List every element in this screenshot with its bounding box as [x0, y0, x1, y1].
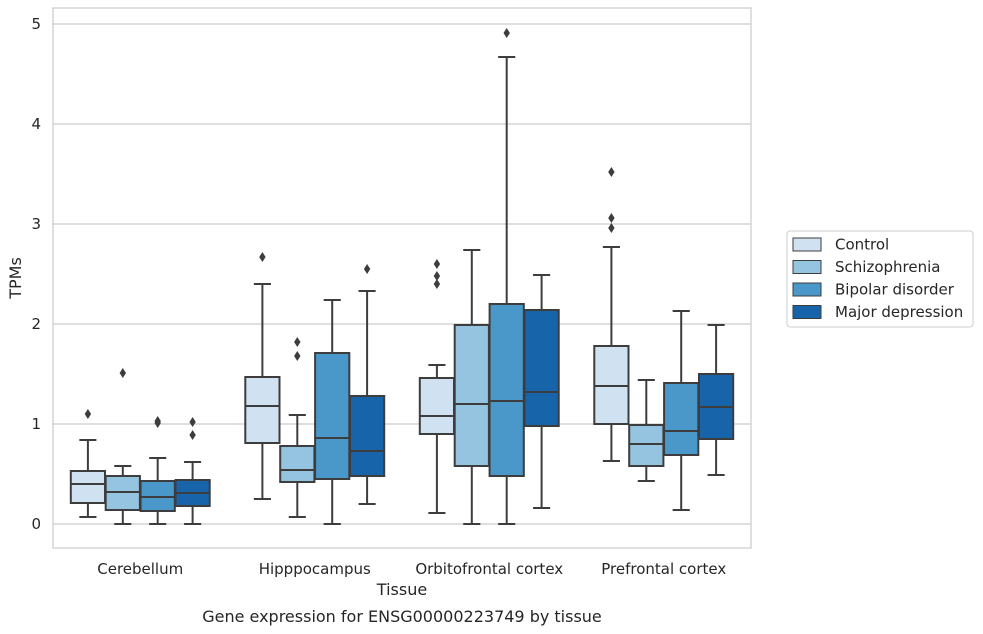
y-tick-label: 2 [31, 315, 41, 333]
box-iqr [523, 309, 560, 427]
x-tick-label: Orbitofrontal cortex [415, 560, 563, 578]
outlier-point [84, 409, 92, 419]
outlier-point [608, 223, 615, 233]
outlier-point [119, 368, 126, 378]
plot-frame [52, 7, 752, 549]
box-major-depression [174, 417, 211, 525]
box-control [244, 252, 281, 500]
box-iqr [453, 324, 490, 467]
box-schizophrenia [104, 368, 141, 525]
legend-swatch [792, 260, 822, 274]
box-major-depression [348, 264, 386, 505]
y-tick-label: 3 [31, 215, 41, 233]
y-tick-label: 1 [31, 415, 41, 433]
y-axis-ticks: 0 1 2 3 4 5 [31, 15, 41, 533]
outlier-point [259, 252, 266, 262]
x-axis-title: Tissue [376, 580, 427, 599]
x-tick-label: Prefrontal cortex [601, 560, 726, 578]
legend-label: Control [835, 236, 889, 254]
legend-label: Schizophrenia [835, 258, 940, 276]
box-major-depression [523, 274, 560, 509]
y-gridlines [53, 23, 751, 525]
y-tick-label: 0 [31, 515, 41, 533]
box-iqr [314, 352, 351, 480]
box-iqr [628, 424, 665, 467]
outlier-point [189, 417, 196, 427]
x-axis-ticks: Cerebellum Hipppocampus Orbitofrontal cort… [97, 560, 726, 578]
outlier-point [503, 28, 510, 38]
y-tick-label: 5 [31, 15, 41, 33]
box-schizophrenia [453, 249, 490, 525]
outlier-point [154, 416, 161, 426]
box-schizophrenia [279, 337, 316, 518]
outlier-point [433, 279, 441, 289]
legend-swatch [792, 237, 822, 252]
box-control [418, 259, 456, 514]
box-bipolar-disorder [139, 416, 176, 525]
x-tick-label: Hipppocampus [259, 560, 371, 578]
plot-area [69, 28, 735, 525]
outlier-point [608, 167, 615, 177]
box-iqr [348, 395, 386, 477]
box-iqr [418, 377, 456, 435]
legend: Control Schizophrenia Bipolar disorder Majo… [786, 230, 974, 328]
outlier-point [433, 259, 441, 269]
box-control [593, 167, 630, 462]
legend-swatch [792, 305, 822, 319]
box-major-depression [697, 324, 735, 476]
box-iqr [244, 376, 281, 444]
y-axis-title: TPMs [6, 257, 25, 300]
legend-frame [786, 230, 974, 328]
box-iqr [69, 470, 107, 504]
box-control [69, 409, 107, 518]
outlier-point [608, 213, 615, 223]
outlier-point [294, 351, 301, 361]
outlier-point [189, 430, 196, 440]
box-iqr [488, 303, 525, 477]
box-bipolar-disorder [488, 28, 525, 525]
legend-label: Major depression [835, 303, 963, 321]
box-iqr [663, 382, 700, 456]
box-schizophrenia [628, 379, 665, 482]
legend-label: Bipolar disorder [835, 281, 955, 299]
box-bipolar-disorder [663, 310, 700, 511]
box-iqr [279, 445, 316, 483]
x-tick-label: Cerebellum [97, 560, 183, 578]
outlier-point [433, 271, 441, 281]
chart-caption: Gene expression for ENSG00000223749 by t… [202, 607, 602, 626]
outlier-point [294, 337, 301, 347]
box-bipolar-disorder [314, 299, 351, 525]
y-tick-label: 4 [31, 115, 41, 133]
legend-swatch [792, 282, 822, 297]
outlier-point [363, 264, 371, 274]
